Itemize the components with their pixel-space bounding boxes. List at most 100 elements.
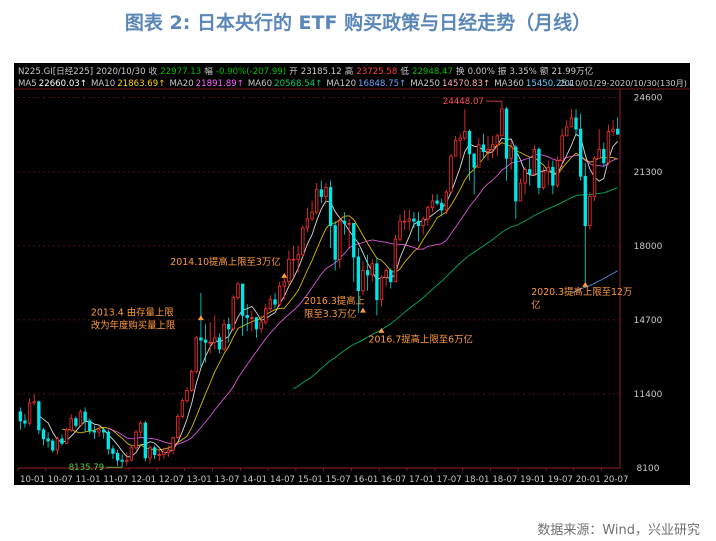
quote-field-2: 收	[149, 65, 158, 77]
candle-58	[287, 250, 291, 287]
y-tick-label-4: 21300	[634, 168, 663, 178]
candle-97	[467, 129, 472, 181]
candle-72	[352, 222, 356, 282]
candle-123	[588, 191, 592, 231]
candle-126	[602, 142, 606, 168]
candle-47	[236, 281, 240, 300]
quote-field-14: 振	[498, 65, 507, 77]
annotation-2-line-1: 限至3.3万亿	[304, 308, 356, 320]
candle-39	[199, 292, 203, 368]
candle-101	[486, 135, 490, 161]
candle-48	[240, 283, 245, 336]
candle-119	[569, 108, 574, 128]
candle-49	[245, 304, 249, 332]
candle-5	[41, 427, 46, 446]
candle-99	[477, 138, 481, 168]
candle-12	[74, 416, 78, 428]
candle-50	[250, 310, 254, 332]
quote-field-12: 换	[456, 65, 465, 77]
candle-11	[69, 414, 73, 433]
candle-34	[176, 414, 180, 439]
candle-44	[222, 319, 226, 352]
annotation-1-line-0: 2014.10提高上限至3万亿	[170, 256, 280, 268]
quote-field-11: 22948.47	[412, 67, 453, 77]
candle-8	[55, 436, 60, 455]
candle-38	[194, 335, 198, 374]
candle-13	[78, 409, 83, 426]
candle-25	[134, 429, 138, 451]
candle-83	[402, 209, 407, 231]
x-tick-label-2: 11-01	[76, 475, 101, 485]
x-tick-label-7: 13-07	[214, 475, 239, 485]
candle-71	[347, 218, 351, 249]
candle-120	[574, 108, 578, 136]
quote-field-4: 幅	[204, 65, 213, 77]
candles	[18, 101, 620, 468]
quote-field-16: 额	[540, 65, 549, 77]
candle-76	[370, 259, 374, 282]
candle-18	[101, 427, 106, 439]
candle-104	[500, 101, 504, 137]
candle-10	[64, 427, 69, 444]
candle-51	[254, 317, 259, 338]
candle-78	[379, 275, 384, 307]
candle-80	[389, 268, 393, 289]
quote-field-17: 21.99万亿	[551, 65, 593, 77]
candle-79	[384, 268, 388, 287]
x-tick-label-9: 14-07	[270, 475, 295, 485]
annotation-1: 2014.10提高上限至3万亿	[170, 256, 288, 278]
candle-70	[342, 212, 347, 235]
candle-98	[472, 153, 476, 195]
candle-69	[338, 218, 342, 269]
y-tick-label-0: 8100	[637, 464, 660, 474]
ma-line-ma120	[571, 270, 618, 294]
candle-23	[125, 452, 129, 466]
candle-7	[51, 438, 55, 453]
ma-line-ma5	[38, 133, 619, 458]
annotation-0-line-1: 改为年度购买量上限	[91, 319, 176, 331]
candle-64	[315, 183, 319, 215]
candle-116	[555, 156, 560, 188]
candle-73	[356, 248, 361, 314]
x-tick-label-16: 18-01	[465, 475, 490, 485]
candle-1	[23, 414, 27, 428]
candle-105	[504, 106, 509, 181]
quote-field-3: 22977.13	[160, 67, 201, 77]
candle-89	[430, 194, 435, 213]
quote-header: N225.GI[日经225] 2020/10/30 收 22977.13 幅 -0.90%…	[18, 65, 687, 89]
annotation-3: 2016.7提高上限至6万亿	[369, 327, 473, 346]
annotation-0-line-0: 2013.4 由存量上限	[91, 306, 174, 318]
candle-36	[185, 387, 189, 403]
candle-124	[592, 156, 597, 201]
candle-68	[333, 221, 337, 271]
candle-75	[365, 254, 370, 291]
annotation-2-line-0: 2016.3提高上	[304, 295, 365, 307]
x-tick-label-19: 19-07	[548, 475, 573, 485]
quote-field-15: 3.35%	[510, 67, 537, 77]
ma-value-3: 20568.54↑	[274, 79, 322, 89]
candle-91	[440, 198, 444, 217]
candle-110	[528, 158, 532, 186]
x-tick-label-11: 15-07	[326, 475, 351, 485]
low-label: 8135.79	[69, 463, 105, 473]
candle-2	[27, 398, 32, 426]
candle-109	[523, 167, 527, 195]
chart-grid	[14, 88, 690, 469]
ma-value-0: 22660.03↑	[39, 79, 87, 89]
candle-3	[32, 393, 36, 406]
candle-94	[453, 135, 458, 157]
candle-114	[546, 160, 550, 186]
candle-19	[106, 429, 110, 455]
candle-86	[416, 212, 421, 242]
candle-92	[444, 189, 449, 215]
x-tick-label-18: 19-01	[520, 475, 545, 485]
candle-45	[227, 317, 231, 343]
quote-field-6: 开	[289, 66, 298, 77]
x-tick-label-6: 13-01	[187, 475, 212, 485]
ma-value-1: 21863.69↑	[117, 79, 165, 89]
x-tick-label-14: 17-01	[409, 475, 434, 485]
candle-30	[157, 450, 161, 462]
quote-field-1: 2020/10/30	[96, 67, 146, 77]
candle-63	[310, 200, 314, 222]
